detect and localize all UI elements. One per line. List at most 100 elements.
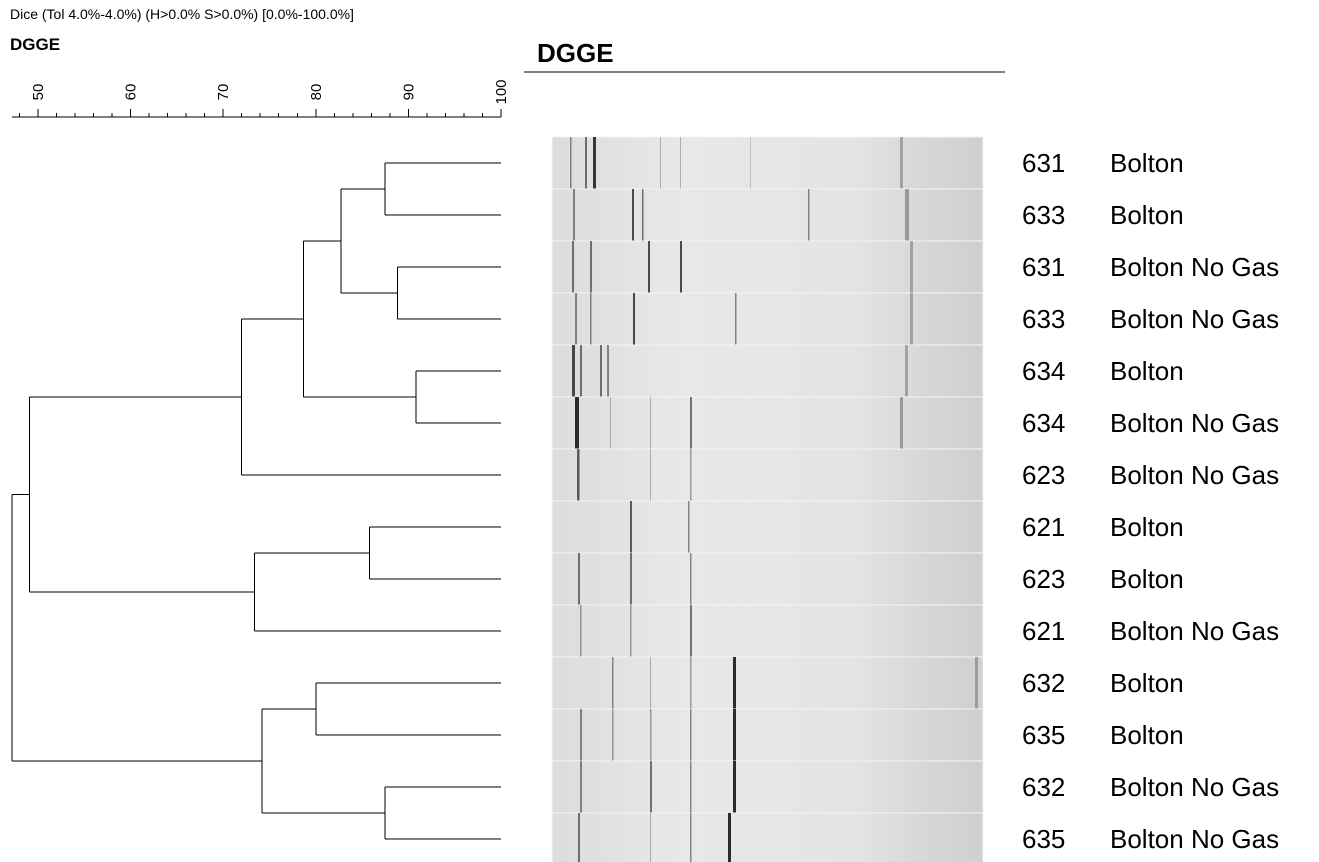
gel-lane (552, 657, 983, 709)
leaf-id: 634 (1022, 356, 1065, 386)
gel-band (570, 137, 572, 189)
gel-band (580, 761, 582, 813)
x-tick-label: 70 (215, 84, 232, 101)
gel-band (900, 137, 903, 189)
gel-band (650, 813, 651, 862)
x-tick-label: 100 (493, 79, 510, 104)
gel-band (593, 137, 596, 189)
gel-band (578, 553, 580, 605)
gel-band (590, 241, 592, 293)
leaf-label: Bolton (1110, 200, 1184, 230)
leaf-id: 623 (1022, 460, 1065, 490)
gel-band (612, 709, 614, 761)
gel-lane (552, 293, 983, 345)
gel-lane (552, 397, 983, 449)
gel-band (642, 189, 644, 241)
gel-band (728, 813, 731, 862)
gel-band (690, 397, 692, 449)
gel-title: DGGE (537, 38, 614, 68)
gel-band (690, 657, 692, 709)
gel-band (808, 189, 810, 241)
leaf-id: 621 (1022, 616, 1065, 646)
gel-band (690, 709, 692, 761)
leaf-label: Bolton (1110, 564, 1184, 594)
gel-band (680, 241, 682, 293)
leaf-label: Bolton No Gas (1110, 408, 1279, 438)
gel-band (900, 397, 903, 449)
leaf-label: Bolton (1110, 148, 1184, 178)
gel-band (688, 501, 690, 553)
gel-band (905, 345, 908, 397)
leaf-id: 623 (1022, 564, 1065, 594)
gel-lane (552, 241, 983, 293)
leaf-id: 631 (1022, 148, 1065, 178)
gel-lane (552, 605, 983, 657)
gel-band (690, 553, 692, 605)
gel-band (590, 293, 592, 345)
x-tick-label: 80 (308, 84, 325, 101)
gel-band (733, 709, 736, 761)
gel-lane (552, 553, 983, 605)
leaf-id: 632 (1022, 668, 1065, 698)
gel-band (630, 553, 632, 605)
leaf-label: Bolton No Gas (1110, 616, 1279, 646)
x-tick-label: 60 (123, 84, 140, 101)
figure: Dice (Tol 4.0%-4.0%) (H>0.0% S>0.0%) [0.… (0, 0, 1319, 862)
gel-band (607, 345, 609, 397)
gel-lane (552, 449, 983, 501)
gel-band (632, 189, 634, 241)
gel-band (573, 189, 575, 241)
leaf-id: 635 (1022, 720, 1065, 750)
leaf-id: 621 (1022, 512, 1065, 542)
gel-band (577, 449, 580, 501)
gel-band (690, 761, 692, 813)
gel-band (975, 657, 978, 709)
gel-band (735, 293, 737, 345)
x-tick-label: 50 (30, 84, 47, 101)
gel-lane (552, 813, 983, 862)
leaf-label: Bolton No Gas (1110, 304, 1279, 334)
gel-band (690, 813, 692, 862)
gel-band (610, 397, 611, 449)
leaf-label: Bolton (1110, 720, 1184, 750)
gel-band (733, 657, 736, 709)
gel-band (572, 241, 574, 293)
leaf-label: Bolton (1110, 512, 1184, 542)
leaf-label: Bolton No Gas (1110, 824, 1279, 854)
leaf-id: 633 (1022, 200, 1065, 230)
gel-band (630, 501, 632, 553)
gel-lane (552, 345, 983, 397)
gel-band (660, 137, 661, 189)
gel-lane (552, 761, 983, 813)
leaf-id: 635 (1022, 824, 1065, 854)
gel-band (910, 241, 913, 293)
gel-band (575, 293, 577, 345)
gel-band (575, 397, 579, 449)
gel-band (633, 293, 635, 345)
gel-band (585, 137, 587, 189)
gel-band (690, 449, 692, 501)
gel-band (580, 605, 582, 657)
gel-image (552, 137, 983, 862)
gel-lane (552, 137, 983, 189)
leaf-label: Bolton (1110, 668, 1184, 698)
gel-lane (552, 501, 983, 553)
header: Dice (Tol 4.0%-4.0%) (H>0.0% S>0.0%) [0.… (10, 6, 354, 22)
leaf-id: 631 (1022, 252, 1065, 282)
gel-band (905, 189, 909, 241)
gel-band (612, 657, 614, 709)
leaf-label: Bolton No Gas (1110, 252, 1279, 282)
gel-band (600, 345, 602, 397)
x-tick-label: 90 (400, 84, 417, 101)
chart-title: DGGE (10, 35, 60, 54)
leaf-label: Bolton No Gas (1110, 460, 1279, 490)
gel-band (580, 345, 582, 397)
gel-band (690, 605, 692, 657)
gel-band (572, 345, 575, 397)
gel-band (733, 761, 736, 813)
leaf-id: 632 (1022, 772, 1065, 802)
leaf-label: Bolton No Gas (1110, 772, 1279, 802)
gel-band (580, 709, 582, 761)
gel-band (578, 813, 580, 862)
gel-band (650, 709, 652, 761)
